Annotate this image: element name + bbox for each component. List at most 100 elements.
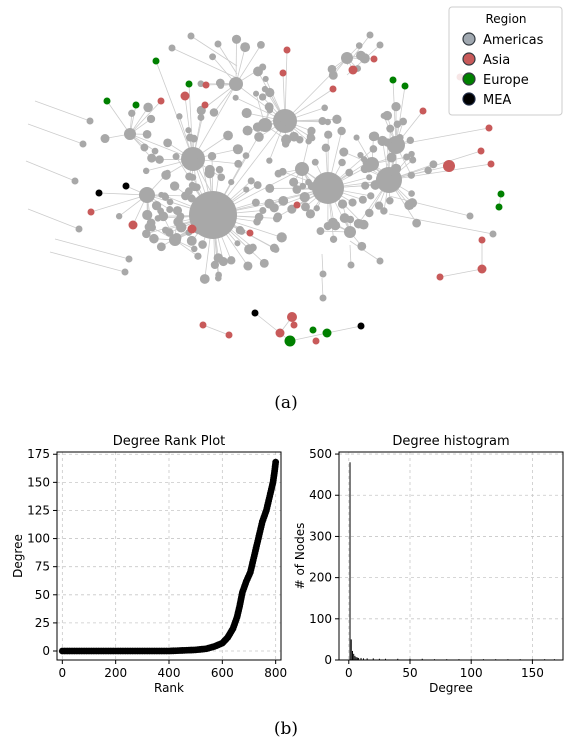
network-node bbox=[165, 228, 174, 237]
network-node bbox=[246, 229, 254, 237]
network-node bbox=[243, 186, 250, 193]
network-node bbox=[477, 264, 487, 274]
x-axis-label: Degree bbox=[429, 681, 473, 695]
network-node bbox=[215, 165, 224, 174]
network-node bbox=[269, 203, 279, 213]
network-edge bbox=[192, 83, 237, 160]
network-edge bbox=[27, 208, 80, 230]
network-node bbox=[307, 129, 315, 136]
x-tick-label: 50 bbox=[402, 666, 417, 680]
network-node bbox=[329, 85, 337, 93]
network-node bbox=[259, 258, 269, 268]
network-node bbox=[389, 76, 397, 84]
network-node bbox=[87, 208, 95, 216]
network-edge bbox=[289, 332, 328, 342]
hist-bar bbox=[397, 658, 399, 660]
network-edge bbox=[388, 195, 471, 217]
network-node bbox=[365, 208, 374, 218]
y-tick-label: 50 bbox=[35, 588, 50, 602]
network-node bbox=[198, 240, 207, 249]
hist-bar bbox=[378, 658, 380, 660]
network-node bbox=[338, 158, 346, 167]
network-node bbox=[403, 153, 411, 161]
network-node bbox=[296, 136, 304, 144]
rank-ticks: 0 200 400 600 800 0 25 50 75 100 125 150 175 bbox=[27, 447, 287, 680]
network-node bbox=[181, 147, 205, 171]
network-node bbox=[280, 119, 287, 127]
network-node bbox=[185, 80, 193, 88]
hist-bar bbox=[409, 658, 411, 660]
network-node bbox=[197, 153, 205, 162]
plot-frame bbox=[56, 451, 282, 661]
network-node bbox=[309, 326, 317, 334]
network-node bbox=[164, 169, 171, 176]
network-node bbox=[228, 179, 235, 186]
network-edge bbox=[90, 194, 148, 213]
network-node bbox=[95, 189, 103, 197]
network-node bbox=[265, 183, 275, 193]
network-edge bbox=[202, 324, 230, 336]
network-node bbox=[408, 190, 415, 197]
network-node bbox=[357, 241, 367, 251]
legend-title: Region bbox=[485, 12, 526, 26]
network-node bbox=[330, 220, 341, 231]
network-node bbox=[393, 120, 402, 128]
legend-label: Asia bbox=[483, 53, 510, 68]
network-node bbox=[199, 321, 207, 329]
network-node bbox=[225, 331, 233, 339]
network-node bbox=[321, 143, 331, 153]
network-node bbox=[192, 183, 201, 192]
network-node bbox=[419, 107, 427, 115]
network-node bbox=[305, 209, 316, 219]
network-node bbox=[197, 114, 205, 121]
y-tick-label: 0 bbox=[324, 653, 332, 667]
network-node bbox=[169, 181, 180, 191]
legend-label: Americas bbox=[483, 33, 544, 48]
network-node bbox=[215, 274, 222, 282]
network-node bbox=[287, 312, 297, 322]
network-node bbox=[248, 243, 257, 252]
network-node bbox=[158, 191, 165, 198]
network-node bbox=[275, 328, 285, 338]
network-node bbox=[157, 207, 165, 215]
network-node bbox=[355, 42, 363, 49]
y-tick-label: 0 bbox=[42, 644, 50, 658]
degree-histogram: Degree histogram 0 50 100 150 0 100 200 300 400 5… bbox=[293, 434, 564, 695]
hist-bar bbox=[362, 658, 364, 660]
network-node bbox=[125, 255, 133, 263]
network-node bbox=[369, 131, 380, 142]
network-node bbox=[324, 130, 333, 139]
y-tick-label: 175 bbox=[27, 447, 50, 461]
legend-marker-europe bbox=[462, 72, 476, 86]
network-node bbox=[487, 160, 495, 168]
degree-rank-plot: Degree Rank Plot 0 200 400 600 800 0 25 50 75 100… bbox=[11, 434, 287, 695]
network-node bbox=[380, 112, 387, 119]
network-node bbox=[180, 91, 190, 101]
network-node bbox=[391, 163, 402, 174]
network-node bbox=[254, 132, 264, 142]
network-node bbox=[187, 224, 197, 234]
network-node bbox=[401, 82, 409, 90]
network-node bbox=[259, 206, 267, 214]
network-node bbox=[404, 199, 415, 211]
network-node bbox=[360, 164, 370, 174]
network-node bbox=[391, 101, 401, 112]
hist-bar bbox=[350, 639, 352, 660]
network-node bbox=[278, 195, 289, 206]
network-node bbox=[497, 190, 505, 198]
network-node bbox=[142, 229, 151, 239]
y-tick-label: 100 bbox=[27, 532, 50, 546]
hist-grid bbox=[339, 452, 563, 661]
network-node bbox=[345, 168, 354, 177]
x-tick-label: 400 bbox=[158, 666, 181, 680]
network-node bbox=[383, 138, 392, 147]
network-node bbox=[360, 156, 368, 163]
network-node bbox=[115, 213, 123, 220]
rank-grid bbox=[57, 452, 281, 660]
network-node bbox=[258, 93, 267, 101]
network-node bbox=[186, 235, 197, 246]
rank-point bbox=[272, 458, 280, 466]
network-node bbox=[274, 114, 282, 122]
network-node bbox=[142, 209, 153, 221]
